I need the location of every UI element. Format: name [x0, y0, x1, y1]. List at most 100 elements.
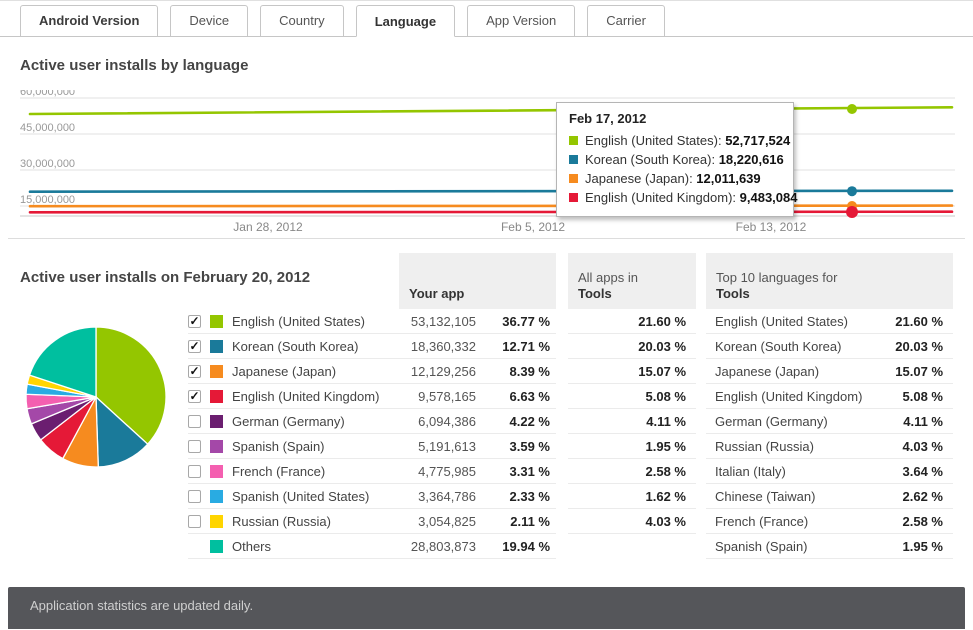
- row-label: Spanish (Spain): [232, 438, 325, 454]
- tooltip-date: Feb 17, 2012: [569, 111, 647, 126]
- tooltip-entry-korean-south-korea: Korean (South Korea): 18,220,616: [569, 150, 784, 169]
- top10-row-korean-south-korea: Korean (South Korea) 20.03 %: [706, 334, 953, 359]
- top10-row-spanish-spain: Spanish (Spain) 1.95 %: [706, 534, 953, 559]
- tooltip-entry-text: Japanese (Japan): 12,011,639: [585, 171, 761, 186]
- pie-slice-english-united-states[interactable]: [95, 326, 167, 446]
- row-checkbox-english-united-states[interactable]: ✓: [188, 313, 201, 328]
- tooltip-entry-japanese-japan: Japanese (Japan): 12,011,639: [569, 169, 781, 188]
- row-label: Others: [232, 538, 272, 554]
- top10-row-percent: 1.95 %: [902, 538, 943, 554]
- footer-text: Application statistics are updated daily…: [30, 598, 254, 613]
- row-checkbox-russian-russia[interactable]: [188, 514, 201, 528]
- row-checkbox-spanish-spain[interactable]: [188, 439, 201, 453]
- row-your-app-percent: 19.94 %: [502, 538, 550, 554]
- top10-row-percent: 4.03 %: [902, 438, 943, 454]
- row-install-count: 18,360,332: [410, 338, 476, 354]
- all-apps-row-english-united-states: 21.60 %: [568, 309, 696, 334]
- row-checkbox-korean-south-korea[interactable]: ✓: [188, 338, 201, 353]
- chart-section: Active user installs by language 60,000,…: [0, 57, 973, 239]
- tooltip-entry-text: English (United Kingdom): 9,483,084: [585, 190, 798, 205]
- top10-row-german-germany: German (Germany) 4.11 %: [706, 409, 953, 434]
- all-apps-percent: 1.95 %: [645, 438, 686, 454]
- data-point-english-united-states[interactable]: [847, 104, 857, 114]
- top10-header-line2: Tools: [716, 286, 750, 301]
- all-apps-header-line1: All apps in: [578, 270, 638, 285]
- x-tick-label: Feb 5, 2012: [501, 220, 565, 234]
- data-point-korean-south-korea[interactable]: [847, 186, 857, 197]
- tab-language[interactable]: Language: [355, 5, 456, 37]
- table-row-spanish-spain: Spanish (Spain) 5,191,613 3.59 %: [188, 434, 556, 459]
- row-color-swatch: [210, 414, 223, 428]
- row-checkbox-english-united-kingdom[interactable]: ✓: [188, 388, 201, 403]
- x-tick-label: Jan 28, 2012: [233, 220, 303, 234]
- row-label: Japanese (Japan): [232, 363, 337, 379]
- pie-slice-korean-south-korea[interactable]: [95, 395, 149, 468]
- row-your-app-percent: 6.63 %: [509, 388, 550, 404]
- all-apps-percent: 21.60 %: [638, 313, 686, 329]
- tooltip-entry-english-united-states: English (United States): 52,717,524: [569, 131, 790, 150]
- top10-row-label: German (Germany): [715, 413, 828, 429]
- all-apps-row-japanese-japan: 15.07 %: [568, 359, 696, 384]
- tab-android-version[interactable]: Android Version: [20, 5, 159, 37]
- your-app-rows: ✓ English (United States) 53,132,105 36.77 …: [188, 309, 556, 559]
- table-row-spanish-united-states: Spanish (United States) 3,364,786 2.33 %: [188, 484, 556, 509]
- table-row-others: Others 28,803,873 19.94 %: [188, 534, 556, 559]
- your-app-table: Your app ✓ English (United States) 53,132,…: [188, 253, 556, 559]
- row-color-swatch: [210, 464, 223, 478]
- tab-device[interactable]: Device: [170, 5, 249, 37]
- row-label: English (United States): [232, 313, 365, 329]
- footer-note: Application statistics are updated daily…: [8, 587, 965, 629]
- series-line-english-united-kingdom: [28, 210, 954, 214]
- row-install-count: 12,129,256: [410, 363, 476, 379]
- row-label: French (France): [232, 463, 326, 479]
- line-chart[interactable]: 60,000,000 45,000,000 30,000,000 15,000,000…: [20, 90, 955, 238]
- top10-row-label: Spanish (Spain): [715, 538, 808, 554]
- all-apps-row-russian-russia: 4.03 %: [568, 509, 696, 534]
- all-apps-percent: 4.03 %: [645, 513, 686, 529]
- top10-row-english-united-states: English (United States) 21.60 %: [706, 309, 953, 334]
- tooltip-entry-text: Korean (South Korea): 18,220,616: [585, 152, 784, 167]
- data-point-english-united-kingdom[interactable]: [846, 206, 858, 218]
- tab-app-version[interactable]: App Version: [467, 5, 576, 37]
- row-install-count: 9,578,165: [418, 388, 476, 404]
- table-row-korean-south-korea: ✓ Korean (South Korea) 18,360,332 12.71 %: [188, 334, 556, 359]
- row-label: Korean (South Korea): [232, 338, 359, 354]
- top10-row-russian-russia: Russian (Russia) 4.03 %: [706, 434, 953, 459]
- top10-row-label: Korean (South Korea): [715, 338, 842, 354]
- top10-row-percent: 3.64 %: [902, 463, 943, 479]
- row-your-app-percent: 36.77 %: [502, 313, 550, 329]
- row-install-count: 5,191,613: [418, 438, 476, 454]
- y-tick-label: 45,000,000: [20, 122, 75, 134]
- all-apps-percent: 4.11 %: [646, 413, 686, 429]
- row-color-swatch: [210, 389, 223, 403]
- row-color-swatch: [210, 364, 223, 378]
- all-apps-percent: 5.08 %: [645, 388, 686, 404]
- row-install-count: 3,054,825: [418, 513, 476, 529]
- y-tick-label: 15,000,000: [20, 194, 75, 206]
- series-swatch-icon: [569, 136, 578, 145]
- row-checkbox-japanese-japan[interactable]: ✓: [188, 363, 201, 378]
- top10-row-percent: 20.03 %: [895, 338, 943, 354]
- row-color-swatch: [210, 489, 223, 503]
- pie-slice-others[interactable]: [28, 326, 97, 398]
- top10-row-percent: 2.62 %: [902, 488, 943, 504]
- top10-table: Top 10 languages for Tools English (Unit…: [706, 253, 953, 559]
- row-checkbox-spanish-united-states[interactable]: [188, 489, 201, 503]
- all-apps-row-german-germany: 4.11 %: [568, 409, 696, 434]
- all-apps-header: All apps in Tools: [568, 253, 696, 309]
- top10-row-percent: 4.11 %: [903, 413, 943, 429]
- top10-row-label: English (United Kingdom): [715, 388, 863, 404]
- row-checkbox-german-germany[interactable]: [188, 414, 201, 428]
- series-swatch-icon: [569, 155, 578, 164]
- top10-row-chinese-taiwan: Chinese (Taiwan) 2.62 %: [706, 484, 953, 509]
- top10-header: Top 10 languages for Tools: [706, 253, 953, 309]
- pie-chart[interactable]: [20, 321, 180, 473]
- row-color-swatch: [210, 539, 223, 553]
- row-color-swatch: [210, 514, 223, 528]
- series-swatch-icon: [569, 193, 578, 202]
- top10-row-label: Chinese (Taiwan): [715, 488, 816, 504]
- row-label: Spanish (United States): [232, 488, 370, 504]
- tab-carrier[interactable]: Carrier: [587, 5, 665, 37]
- row-checkbox-french-france[interactable]: [188, 464, 201, 478]
- tab-country[interactable]: Country: [260, 5, 344, 37]
